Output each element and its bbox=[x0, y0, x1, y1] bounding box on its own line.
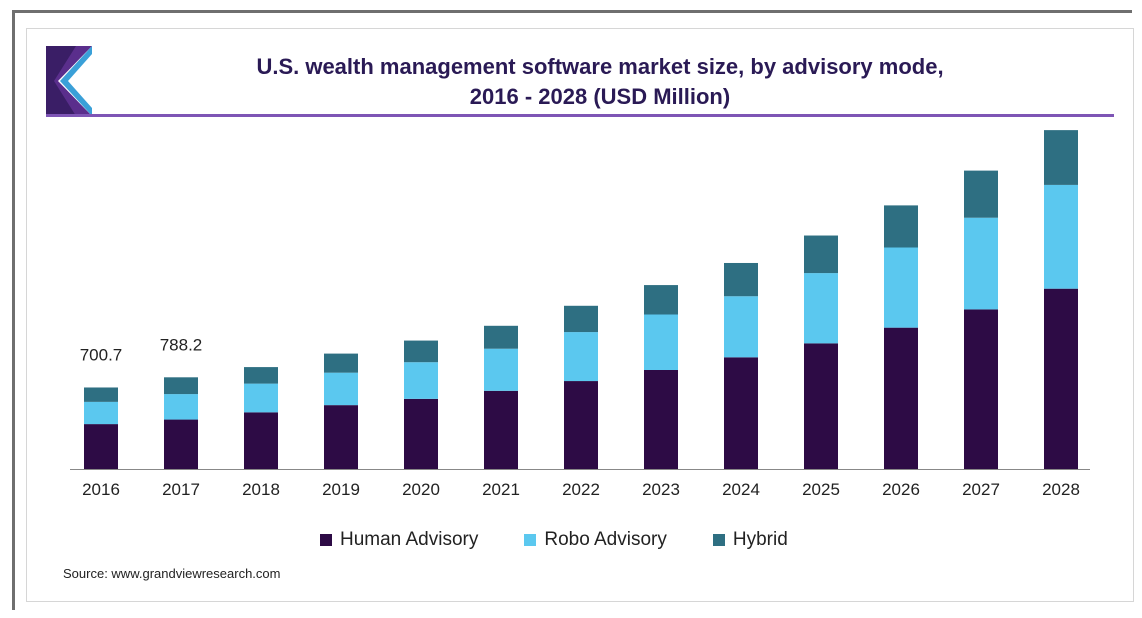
brand-logo bbox=[46, 46, 92, 116]
bar-robo-2017 bbox=[164, 394, 198, 420]
bar-hybrid-2028 bbox=[1044, 130, 1078, 185]
x-tick-label-2016: 2016 bbox=[82, 480, 120, 499]
bar-robo-2023 bbox=[644, 314, 678, 371]
x-tick-label-2018: 2018 bbox=[242, 480, 280, 499]
bar-hybrid-2020 bbox=[404, 340, 438, 363]
chart-title-line2: 2016 - 2028 (USD Million) bbox=[469, 84, 731, 109]
x-tick-label-2021: 2021 bbox=[482, 480, 520, 499]
legend-label-hybrid: Hybrid bbox=[732, 529, 788, 550]
legend-label-robo: Robo Advisory bbox=[544, 529, 667, 550]
x-tick-label-2022: 2022 bbox=[562, 480, 600, 499]
x-tick-label-2023: 2023 bbox=[642, 480, 680, 499]
bar-hybrid-2016 bbox=[84, 387, 118, 402]
bar-hybrid-2018 bbox=[244, 367, 278, 384]
x-tick-label-2020: 2020 bbox=[402, 480, 440, 499]
bar-robo-2019 bbox=[324, 372, 358, 406]
bar-human-2020 bbox=[404, 398, 438, 469]
bar-human-2021 bbox=[484, 390, 518, 469]
bar-human-2017 bbox=[164, 419, 198, 469]
bar-human-2018 bbox=[244, 412, 278, 469]
bar-human-2027 bbox=[964, 309, 998, 469]
legend-item-human: Human Advisory bbox=[320, 529, 478, 551]
bar-robo-2022 bbox=[564, 332, 598, 382]
chart-title-line1: U.S. wealth management software market s… bbox=[256, 54, 944, 79]
bar-human-2016 bbox=[84, 424, 118, 469]
title-rule bbox=[46, 114, 1114, 117]
legend-item-robo: Robo Advisory bbox=[524, 529, 667, 551]
source-note: Source: www.grandviewresearch.com bbox=[63, 566, 281, 581]
x-tick-label-2019: 2019 bbox=[322, 480, 360, 499]
bar-robo-2021 bbox=[484, 348, 518, 391]
x-tick-label-2017: 2017 bbox=[162, 480, 200, 499]
bar-robo-2018 bbox=[244, 383, 278, 413]
bar-hybrid-2019 bbox=[324, 353, 358, 373]
x-tick-label-2027: 2027 bbox=[962, 480, 1000, 499]
x-tick-label-2025: 2025 bbox=[802, 480, 840, 499]
bar-human-2028 bbox=[1044, 288, 1078, 469]
legend-swatch-robo bbox=[524, 534, 537, 546]
legend-item-hybrid: Hybrid bbox=[712, 529, 788, 551]
bar-hybrid-2021 bbox=[484, 325, 518, 349]
legend-swatch-hybrid bbox=[712, 534, 725, 546]
bar-human-2023 bbox=[644, 370, 678, 469]
bar-robo-2020 bbox=[404, 362, 438, 399]
bar-robo-2026 bbox=[884, 247, 918, 328]
bar-hybrid-2017 bbox=[164, 377, 198, 395]
x-tick-label-2028: 2028 bbox=[1042, 480, 1080, 499]
bar-human-2025 bbox=[804, 343, 838, 469]
data-label-2016: 700.7 bbox=[80, 345, 123, 364]
bar-human-2024 bbox=[724, 357, 758, 469]
x-tick-label-2024: 2024 bbox=[722, 480, 760, 499]
bar-hybrid-2024 bbox=[724, 262, 758, 297]
bar-hybrid-2023 bbox=[644, 285, 678, 315]
legend-swatch-human bbox=[320, 534, 332, 546]
bar-robo-2025 bbox=[804, 273, 838, 344]
bar-robo-2028 bbox=[1044, 184, 1078, 289]
x-tick-label-2026: 2026 bbox=[882, 480, 920, 499]
bar-robo-2016 bbox=[84, 401, 118, 425]
bar-hybrid-2027 bbox=[964, 170, 998, 218]
legend: Human Advisory Robo Advisory Hybrid bbox=[320, 528, 834, 552]
data-label-2017: 788.2 bbox=[160, 335, 203, 354]
bar-human-2022 bbox=[564, 381, 598, 469]
frame-shadow bbox=[12, 10, 1132, 610]
bar-human-2019 bbox=[324, 405, 358, 469]
legend-label-human: Human Advisory bbox=[340, 529, 479, 550]
bar-human-2026 bbox=[884, 327, 918, 469]
bar-robo-2024 bbox=[724, 296, 758, 358]
bar-hybrid-2025 bbox=[804, 235, 838, 274]
bar-hybrid-2026 bbox=[884, 205, 918, 248]
chart-title: U.S. wealth management software market s… bbox=[150, 52, 1050, 112]
bar-robo-2027 bbox=[964, 217, 998, 310]
bar-hybrid-2022 bbox=[564, 305, 598, 333]
